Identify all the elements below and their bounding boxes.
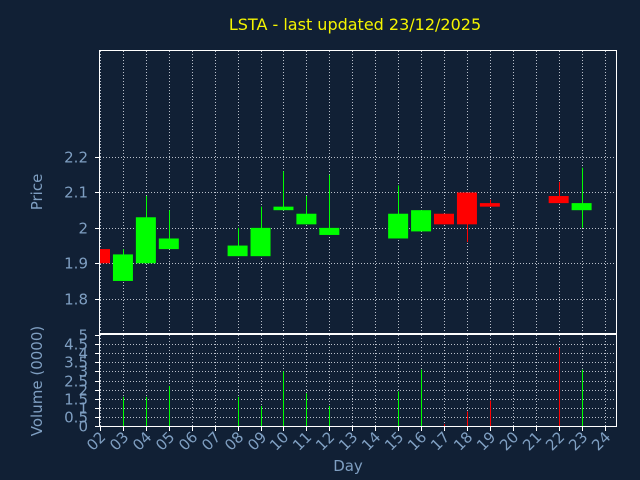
day-x-ticks: 0203040506070809101112131415161718192021… [83, 426, 614, 454]
candle-body [296, 213, 317, 225]
candle-body [388, 213, 409, 239]
volume-y-tick-label: 3.5 [64, 354, 88, 372]
candle-body [548, 196, 569, 204]
volume-bars [123, 347, 583, 426]
candle-body [411, 210, 432, 232]
volume-y-tick-label: 2 [78, 382, 88, 400]
volume-y-tick-label: 1 [78, 400, 88, 418]
volume-y-tick-label: 4.5 [64, 336, 88, 354]
price-panel: 1.8 1.9 2 2.1 2.2 Price [28, 50, 617, 334]
volume-panel: 00.511.522.533.544.55 Volume (0000) [28, 326, 617, 436]
candle-body [479, 203, 500, 207]
x-axis-title: Day [333, 457, 363, 475]
volume-y-tick-label: 5 [78, 327, 88, 345]
price-y-tick-label: 1.8 [64, 291, 88, 309]
price-y-tick-label: 1.9 [64, 255, 88, 273]
volume-grid [100, 335, 616, 426]
candle-body [434, 213, 454, 225]
candle-body [456, 192, 477, 225]
candle-body [319, 227, 340, 235]
candle-body [250, 227, 271, 257]
price-candles [100, 167, 592, 281]
volume-y-tick-label: 1.5 [64, 391, 88, 409]
candle-body [571, 203, 592, 211]
volume-y-ticks: 00.511.522.533.544.55 [64, 327, 100, 436]
candle-body [227, 245, 248, 257]
price-y-ticks: 1.8 1.9 2 2.1 2.2 [64, 149, 100, 309]
price-y-tick-label: 2.2 [64, 149, 88, 167]
price-y-tick-label: 2.1 [64, 184, 88, 202]
price-y-tick-label: 2 [78, 220, 88, 238]
volume-y-tick-label: 4 [78, 345, 88, 363]
volume-y-tick-label: 3 [78, 363, 88, 381]
volume-y-tick-label: 0.5 [64, 409, 88, 427]
chart-title: LSTA - last updated 23/12/2025 [229, 15, 481, 34]
volume-y-tick-label: 2.5 [64, 373, 88, 391]
candle-body [158, 238, 179, 250]
price-grid [100, 51, 616, 334]
volume-y-tick-label: 0 [78, 418, 88, 436]
candle-body [100, 249, 110, 264]
candle-body [135, 217, 156, 264]
volume-plot-frame [99, 334, 617, 427]
candle-body [112, 254, 133, 281]
candle-body [273, 206, 294, 211]
volume-y-axis-title: Volume (0000) [28, 326, 46, 436]
price-y-axis-title: Price [28, 174, 46, 211]
day-x-tick-label: 24 [588, 428, 614, 454]
